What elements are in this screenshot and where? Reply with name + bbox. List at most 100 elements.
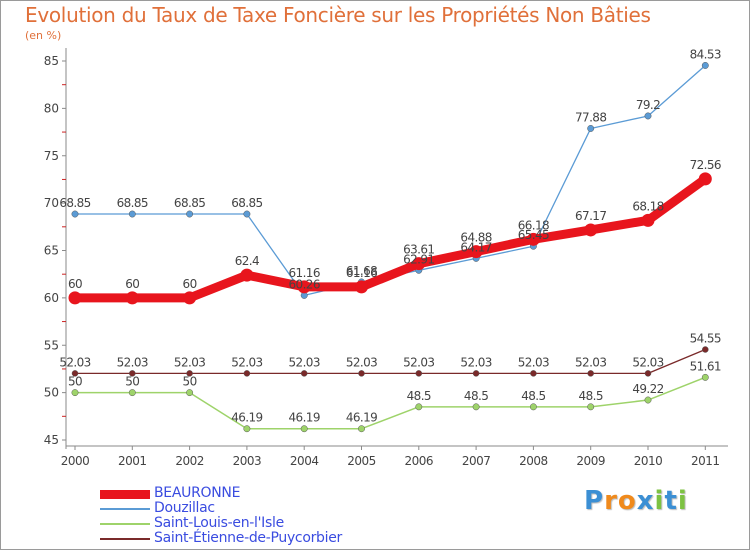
data-point (297, 280, 311, 294)
logo-letter: r (604, 486, 618, 516)
y-tick-label: 75 (44, 149, 59, 163)
series-line-3 (75, 348, 706, 375)
legend-label: Saint-Louis-en-l'Isle (154, 515, 284, 531)
y-tick-label: 45 (44, 433, 59, 447)
data-label: 52.03 (632, 355, 663, 369)
data-point (415, 403, 423, 411)
legend-label: BEAURONNE (154, 485, 241, 501)
y-tick-label: 55 (44, 338, 59, 352)
data-label: 68.18 (632, 199, 663, 213)
data-point (584, 223, 598, 237)
data-label: 48.5 (579, 389, 603, 403)
data-label: 52.03 (231, 355, 262, 369)
proxiti-logo: Proxiti (584, 486, 688, 516)
x-tick-label: 2003 (233, 454, 262, 468)
data-label: 68.85 (231, 196, 262, 210)
data-point (698, 172, 712, 186)
data-label: 60 (183, 277, 197, 291)
data-point (358, 425, 365, 433)
data-label: 72.56 (690, 158, 721, 172)
data-label: 60 (125, 277, 139, 291)
logo-letter: i (677, 486, 688, 516)
y-tick-label: 60 (44, 291, 59, 305)
logo-letter: i (654, 486, 665, 516)
data-label: 67.17 (575, 209, 606, 223)
data-label: 84.53 (690, 47, 721, 61)
legend-swatch (100, 523, 150, 525)
legend-swatch (100, 489, 150, 499)
data-point (472, 370, 480, 377)
data-label: 46.19 (231, 411, 262, 425)
data-point (243, 370, 251, 377)
x-tick-label: 2005 (347, 454, 376, 468)
x-tick-label: 2008 (519, 454, 548, 468)
data-label: 51.61 (690, 359, 721, 373)
data-point (644, 112, 652, 120)
y-tick-label: 80 (44, 101, 59, 115)
y-tick-label: 65 (44, 244, 59, 258)
data-point (415, 370, 423, 377)
x-tick-label: 2007 (462, 454, 491, 468)
data-point (702, 346, 709, 353)
data-label: 52.03 (346, 355, 377, 369)
x-tick-label: 2010 (634, 454, 663, 468)
data-label: 77.88 (575, 110, 606, 124)
x-tick-label: 2006 (405, 454, 434, 468)
data-point (183, 291, 197, 305)
data-label: 60 (68, 277, 82, 291)
data-point (644, 396, 652, 404)
data-point (469, 245, 483, 259)
x-tick-label: 2011 (691, 454, 720, 468)
data-label: 52.03 (518, 355, 549, 369)
data-label: 79.2 (636, 98, 660, 112)
data-label: 48.5 (521, 389, 545, 403)
data-point (412, 257, 426, 271)
data-label: 61.68 (346, 264, 377, 278)
data-point (68, 291, 82, 305)
data-point (186, 210, 194, 218)
data-label: 52.03 (117, 355, 148, 369)
data-point (128, 210, 136, 218)
data-point (587, 370, 594, 377)
series-line-2 (75, 376, 706, 430)
logo-letter: o (617, 486, 637, 516)
unit-label: (en %) (25, 29, 62, 42)
data-point (300, 370, 308, 377)
data-label: 52.03 (460, 355, 491, 369)
y-tick-label: 50 (44, 386, 59, 400)
data-point (186, 370, 193, 377)
data-point (530, 370, 537, 377)
data-label: 61.16 (346, 266, 377, 280)
data-label: 62.4 (235, 254, 259, 268)
data-point (526, 232, 540, 246)
data-label: 50 (68, 375, 82, 389)
legend-label: Saint-Étienne-de-Puycorbier (154, 530, 342, 546)
data-label: 52.03 (289, 355, 320, 369)
data-label: 66.18 (518, 218, 549, 232)
data-label: 63.61 (403, 243, 434, 257)
logo-letter: t (664, 486, 678, 516)
data-label: 65.45 (518, 228, 549, 242)
data-label: 60.26 (289, 277, 320, 291)
data-point (358, 370, 365, 377)
data-point (125, 291, 139, 305)
data-point (129, 370, 136, 377)
data-point (243, 425, 251, 433)
data-point (186, 389, 194, 397)
data-point (300, 425, 308, 433)
x-tick-label: 2001 (118, 454, 147, 468)
logo-letter: P (584, 486, 605, 516)
data-point (587, 403, 595, 411)
data-point (472, 403, 480, 411)
data-label: 68.85 (59, 196, 90, 210)
chart-title: Evolution du Taux de Taxe Foncière sur l… (25, 3, 651, 27)
data-label: 50 (183, 375, 197, 389)
data-label: 64.88 (460, 231, 491, 245)
data-point (587, 125, 595, 132)
data-point (243, 210, 251, 218)
data-point (701, 62, 709, 69)
data-label: 61.16 (289, 266, 320, 280)
data-point (71, 210, 79, 218)
y-tick-label: 70 (44, 196, 59, 210)
data-label: 52.03 (59, 355, 90, 369)
